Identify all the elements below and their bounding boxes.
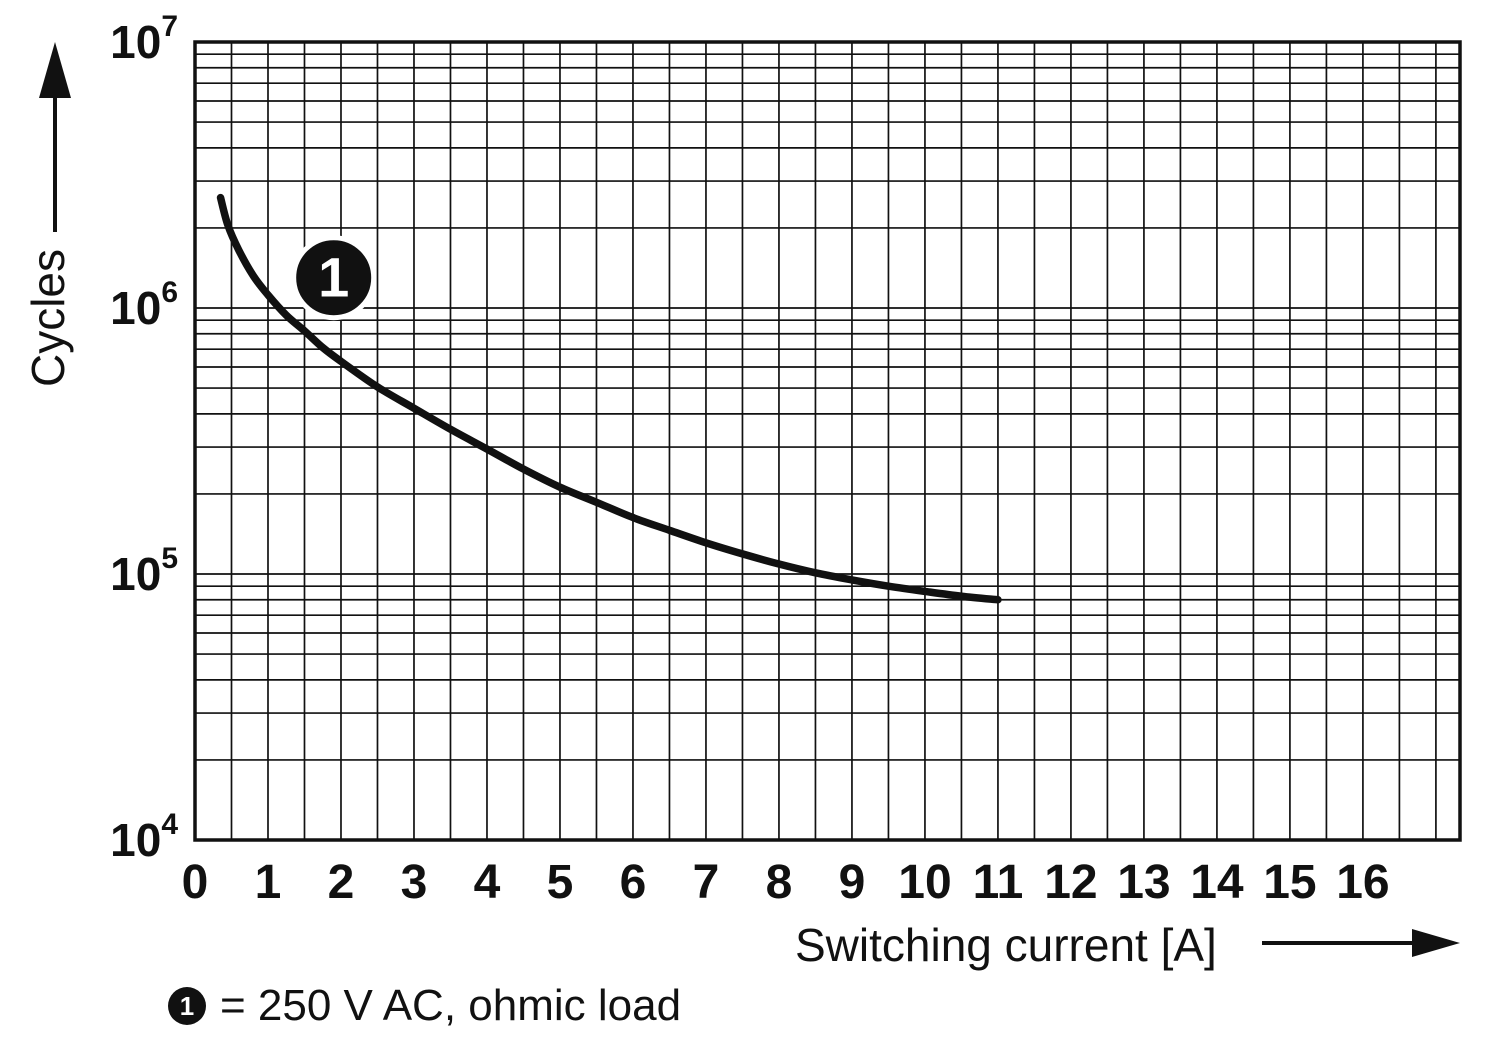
- y-axis-label: Cycles: [22, 248, 74, 388]
- svg-text:11: 11: [973, 856, 1024, 909]
- svg-text:7: 7: [693, 856, 720, 909]
- grid-lines: [195, 42, 1460, 840]
- svg-text:1: 1: [255, 856, 282, 909]
- svg-text:10: 10: [898, 856, 951, 909]
- svg-text:14: 14: [1190, 856, 1244, 909]
- x-axis-label: Switching current [A]: [795, 919, 1217, 971]
- svg-text:6: 6: [620, 856, 647, 909]
- y-axis-arrow-icon: [39, 42, 71, 232]
- svg-text:106: 106: [110, 276, 178, 334]
- svg-text:15: 15: [1263, 856, 1316, 909]
- svg-text:105: 105: [110, 542, 178, 600]
- svg-text:12: 12: [1044, 856, 1097, 909]
- svg-text:13: 13: [1117, 856, 1170, 909]
- svg-text:9: 9: [839, 856, 866, 909]
- svg-text:0: 0: [182, 856, 209, 909]
- x-tick-labels: 0 1 2 3 4 5 6 7 8 9 10 11 12 13 14 15 16: [182, 856, 1390, 909]
- svg-text:3: 3: [401, 856, 428, 909]
- x-axis-arrow-icon: [1262, 929, 1460, 957]
- svg-text:1: 1: [318, 246, 349, 309]
- svg-text:16: 16: [1336, 856, 1389, 909]
- svg-text:107: 107: [110, 10, 178, 68]
- legend: 1 = 250 V AC, ohmic load: [168, 981, 681, 1031]
- series-curve-1: [216, 193, 1002, 604]
- svg-text:8: 8: [766, 856, 793, 909]
- legend-text: = 250 V AC, ohmic load: [220, 981, 682, 1030]
- plot-border: [193, 40, 1462, 842]
- svg-text:5: 5: [547, 856, 574, 909]
- svg-text:2: 2: [328, 856, 355, 909]
- svg-text:4: 4: [474, 856, 501, 909]
- curve-annotation-marker: 1: [291, 235, 377, 321]
- svg-text:104: 104: [110, 808, 178, 866]
- legend-marker-icon: 1: [168, 987, 206, 1025]
- y-tick-labels: 104 105 106 107: [110, 10, 178, 866]
